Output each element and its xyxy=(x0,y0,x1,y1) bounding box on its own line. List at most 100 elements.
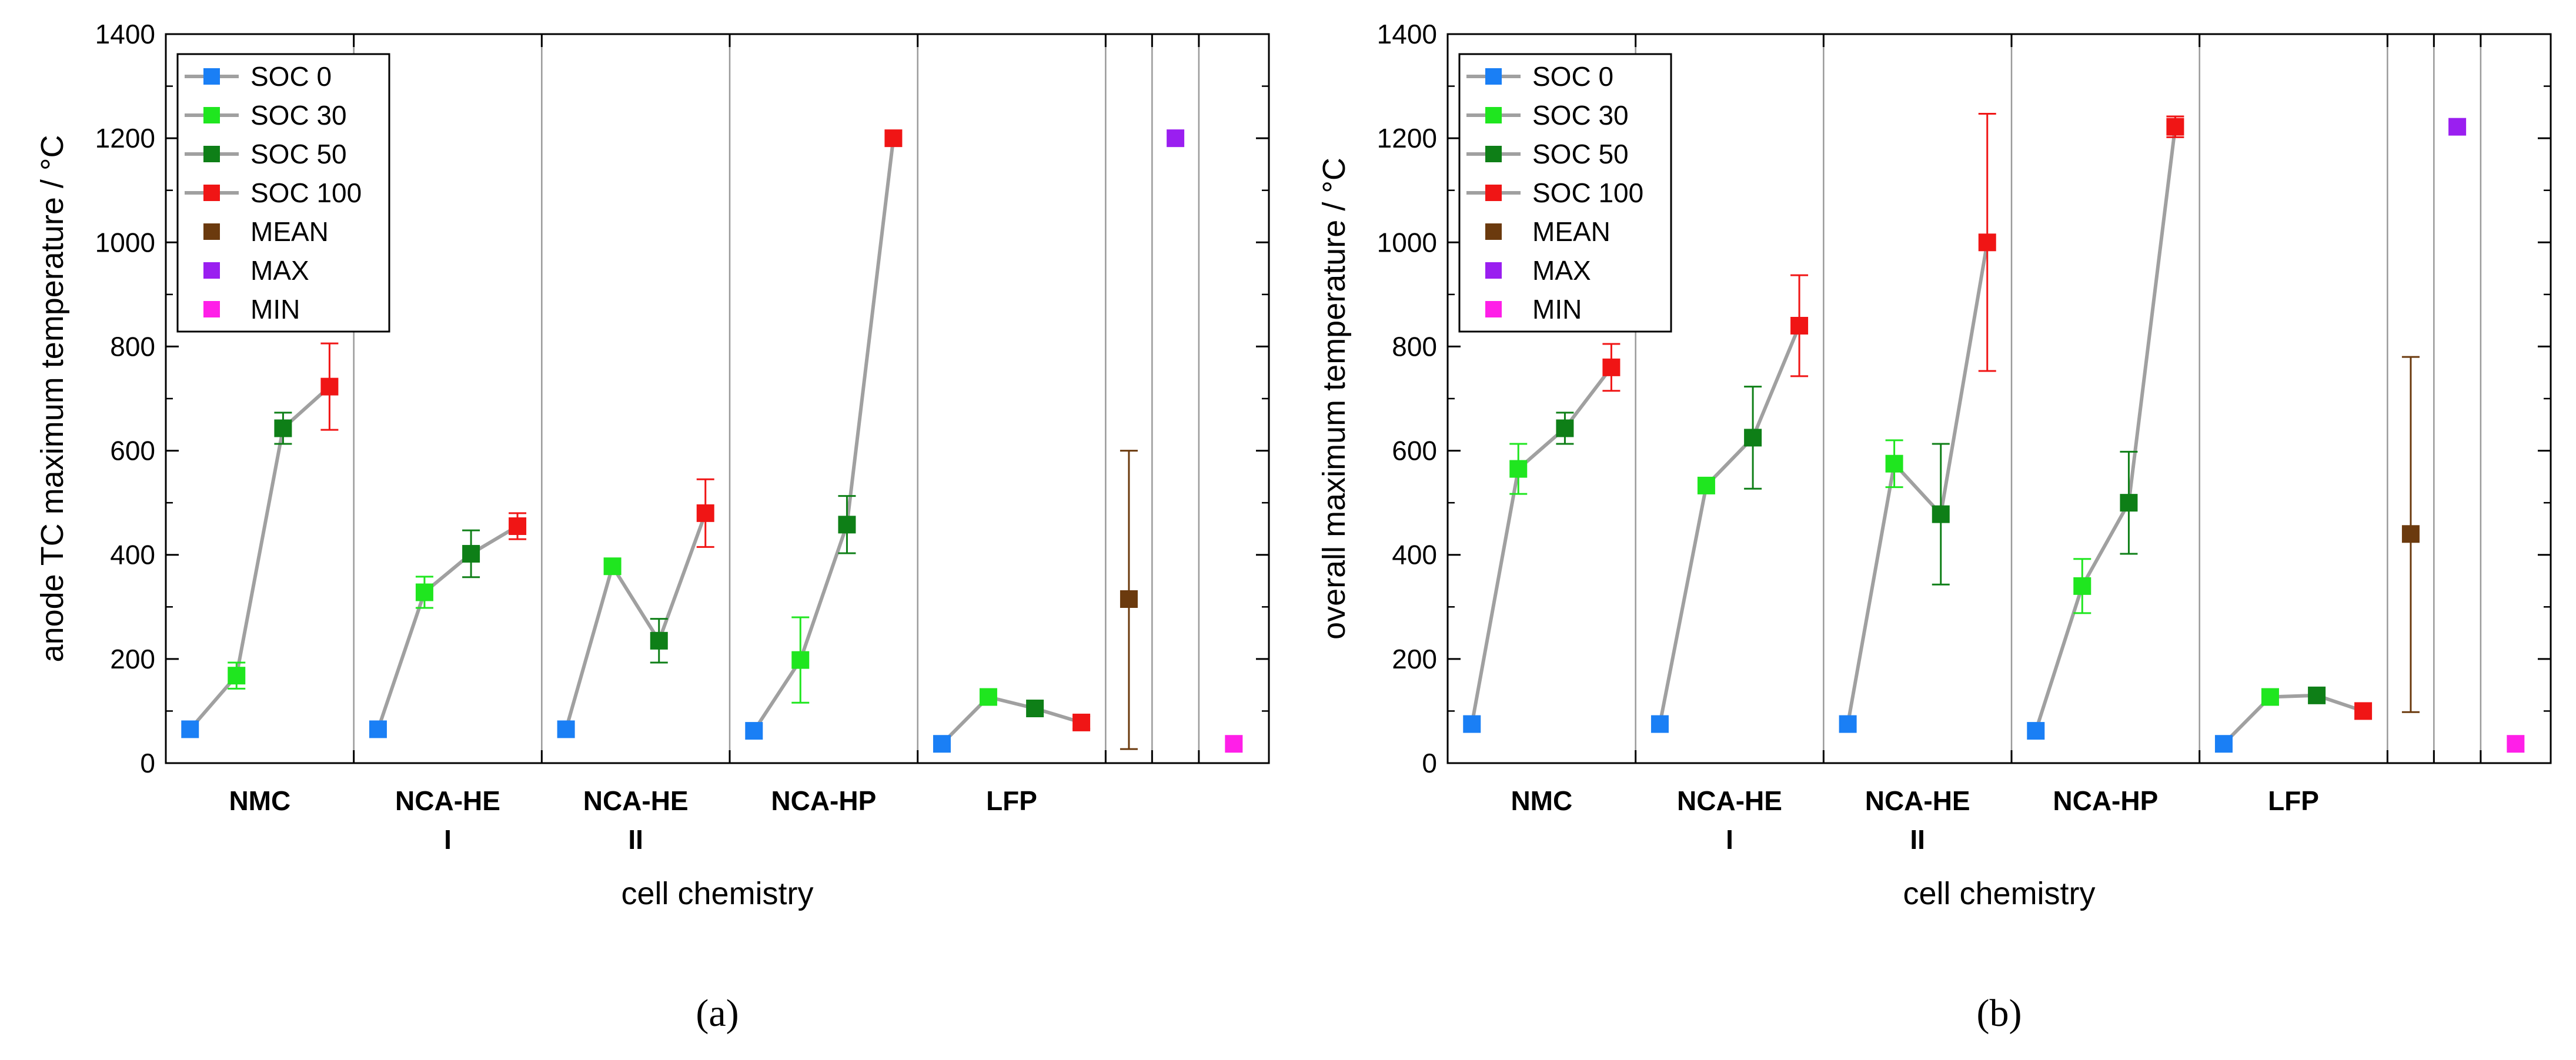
chart-panel-b: 0 200 400 600 800 1000 1200 1400 NMC NCA-HE I NCA-H… xyxy=(1317,19,2552,1035)
data-point-soc-50 xyxy=(2308,686,2326,704)
y-tick-label: 1200 xyxy=(1377,123,1437,153)
data-point-soc-100 xyxy=(320,377,339,396)
data-point-max xyxy=(2448,118,2467,136)
x-axis-label: cell chemistry xyxy=(621,876,813,911)
legend-label: MIN xyxy=(250,294,300,325)
data-point-min xyxy=(1225,735,1243,753)
category-label: I xyxy=(1726,824,1733,855)
data-point-soc-50 xyxy=(650,631,668,650)
legend-marker xyxy=(1485,262,1502,279)
legend-label: SOC 100 xyxy=(1532,178,1643,208)
data-point-soc-0 xyxy=(1463,715,1481,733)
legend-marker xyxy=(203,301,220,317)
data-point-mean xyxy=(1120,590,1138,608)
legend-label: MAX xyxy=(250,255,309,286)
legend-marker xyxy=(203,107,220,123)
data-point-soc-0 xyxy=(1650,715,1669,733)
data-point-min xyxy=(2507,735,2525,753)
y-tick-label: 1000 xyxy=(95,227,155,258)
data-point-soc-30 xyxy=(228,667,246,685)
legend-label: SOC 50 xyxy=(250,139,347,169)
data-point-soc-30 xyxy=(603,557,622,576)
data-point-soc-30 xyxy=(979,688,997,706)
data-point-soc-30 xyxy=(791,651,810,669)
data-point-soc-0 xyxy=(2214,735,2233,753)
y-axis-label: overall maximum temperature / °C xyxy=(1317,158,1352,640)
data-point-soc-0 xyxy=(181,720,199,738)
data-point-soc-50 xyxy=(838,516,856,534)
category-label: NCA-HP xyxy=(771,785,876,816)
category-connector-line xyxy=(564,512,707,730)
category-label: II xyxy=(1910,824,1925,855)
data-point-max xyxy=(1167,129,1185,148)
category-connector-line xyxy=(940,695,1082,745)
legend-marker xyxy=(1485,301,1502,317)
data-point-soc-30 xyxy=(1697,476,1715,494)
y-tick-label: 800 xyxy=(110,331,155,362)
category-connector-line xyxy=(2222,693,2364,745)
legend-marker xyxy=(203,68,220,85)
data-point-soc-0 xyxy=(933,735,951,753)
data-point-soc-100 xyxy=(509,517,527,535)
data-point-soc-50 xyxy=(2120,494,2138,512)
data-point-soc-100 xyxy=(1073,713,1091,731)
data-point-soc-100 xyxy=(884,129,903,148)
legend-marker xyxy=(203,185,220,201)
category-label: NCA-HP xyxy=(2053,785,2158,816)
y-tick-label: 600 xyxy=(110,436,155,466)
legend-label: MAX xyxy=(1532,255,1591,286)
category-connector-line xyxy=(1846,242,1989,725)
data-point-soc-100 xyxy=(696,504,714,522)
legend-marker xyxy=(1485,68,1502,85)
data-point-soc-100 xyxy=(1790,317,1809,335)
legend-label: SOC 50 xyxy=(1532,139,1629,169)
category-label: II xyxy=(628,824,643,855)
legend-marker xyxy=(203,262,220,279)
legend-label: SOC 30 xyxy=(250,100,347,131)
category-label: NCA-HE xyxy=(1865,785,1970,816)
legend-marker xyxy=(1485,146,1502,162)
y-tick-label: 1000 xyxy=(1377,227,1437,258)
data-point-mean xyxy=(2401,525,2420,543)
data-point-soc-50 xyxy=(1744,429,1762,447)
y-tick-label: 400 xyxy=(1392,540,1437,570)
data-point-soc-50 xyxy=(462,544,480,563)
category-label: I xyxy=(444,824,452,855)
legend-label: SOC 0 xyxy=(1532,61,1613,92)
category-connector-line xyxy=(752,138,896,732)
data-point-soc-50 xyxy=(1556,419,1574,437)
x-axis-label: cell chemistry xyxy=(1903,876,2095,911)
legend-marker xyxy=(203,146,220,162)
data-point-soc-100 xyxy=(1978,233,1996,252)
data-point-soc-50 xyxy=(274,419,292,437)
panel-label: (a) xyxy=(696,992,739,1035)
y-tick-label: 600 xyxy=(1392,436,1437,466)
category-label: LFP xyxy=(986,785,1037,816)
category-connector-line xyxy=(189,385,331,731)
chart-panel-a: 0 200 400 600 800 1000 1200 1400 NMC NCA-HE I NCA-H… xyxy=(35,19,1270,1035)
data-point-soc-100 xyxy=(2354,702,2373,720)
y-tick-label: 800 xyxy=(1392,331,1437,362)
data-point-soc-100 xyxy=(2166,118,2184,136)
category-label: NCA-HE xyxy=(1677,785,1782,816)
legend-marker xyxy=(1485,185,1502,201)
data-point-soc-30 xyxy=(2073,577,2091,595)
y-axis-label: anode TC maximum temperature / °C xyxy=(35,135,70,663)
category-label: NCA-HE xyxy=(395,785,500,816)
data-point-soc-0 xyxy=(557,720,575,738)
data-point-soc-30 xyxy=(1509,460,1528,478)
data-point-soc-0 xyxy=(1839,715,1857,733)
data-point-soc-0 xyxy=(2027,722,2045,740)
legend-label: MIN xyxy=(1532,294,1582,325)
category-label: NCA-HE xyxy=(583,785,689,816)
y-tick-label: 1400 xyxy=(1377,19,1437,49)
legend-marker xyxy=(203,223,220,240)
legend-marker xyxy=(1485,223,1502,240)
category-connector-line xyxy=(376,524,519,730)
category-label: LFP xyxy=(2268,785,2319,816)
legend-label: SOC 30 xyxy=(1532,100,1629,131)
category-connector-line xyxy=(1658,325,1801,725)
category-label: NMC xyxy=(229,785,290,816)
data-point-soc-50 xyxy=(1026,700,1044,717)
